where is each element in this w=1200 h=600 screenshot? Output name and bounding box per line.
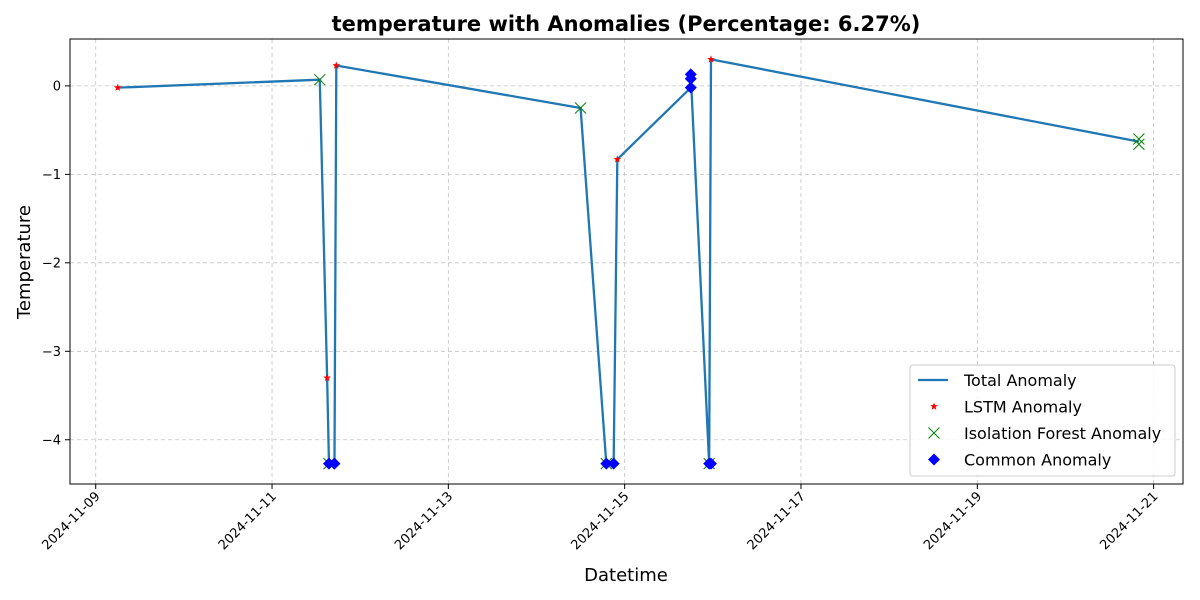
star-marker	[613, 155, 622, 163]
x-marker	[574, 102, 587, 114]
diamond-marker	[600, 457, 613, 470]
star-marker	[332, 61, 341, 69]
y-tick-label: 0	[53, 79, 61, 94]
star-marker	[113, 83, 122, 91]
legend-label: Isolation Forest Anomaly	[964, 424, 1161, 443]
y-tick-label: −3	[42, 345, 61, 360]
axes-frame	[69, 38, 1184, 485]
legend-x-swatch	[928, 427, 940, 439]
legend-item: LSTM Anomaly	[930, 398, 1082, 417]
legend-item: Isolation Forest Anomaly	[928, 424, 1161, 443]
grid	[70, 39, 1183, 484]
legend: Total Anomaly LSTM Anomaly Isolation Fores…	[909, 364, 1176, 477]
x-marker	[1133, 133, 1145, 145]
legend-box	[909, 364, 1176, 477]
legend-item: Common Anomaly	[928, 451, 1111, 470]
diamond-marker	[607, 457, 620, 470]
legend-label: Common Anomaly	[964, 451, 1111, 470]
y-tick-label: −4	[42, 433, 61, 448]
legend-label: LSTM Anomaly	[964, 398, 1082, 417]
x-axis-label: Datetime	[584, 565, 668, 586]
series-diamond-markers	[322, 68, 717, 470]
diamond-marker	[684, 68, 697, 81]
diamond-marker	[704, 457, 717, 470]
star-marker	[707, 55, 715, 63]
y-tick-label: −1	[42, 168, 61, 183]
y-tick-label: −2	[42, 256, 61, 271]
legend-star-swatch	[930, 402, 938, 410]
legend-label: Total Anomaly	[963, 371, 1077, 390]
plot-area	[113, 55, 1145, 470]
diamond-marker	[328, 457, 341, 470]
y-axis-label: Temperature	[14, 205, 35, 320]
legend-diamond-swatch	[928, 453, 940, 466]
star-marker	[323, 373, 331, 382]
x-marker	[1133, 138, 1145, 151]
series-star-markers	[113, 55, 715, 382]
legend-item: Total Anomaly	[918, 371, 1077, 390]
x-marker	[313, 73, 326, 86]
diamond-marker	[684, 81, 697, 94]
chart-title: temperature with Anomalies (Percentage: …	[332, 12, 921, 36]
